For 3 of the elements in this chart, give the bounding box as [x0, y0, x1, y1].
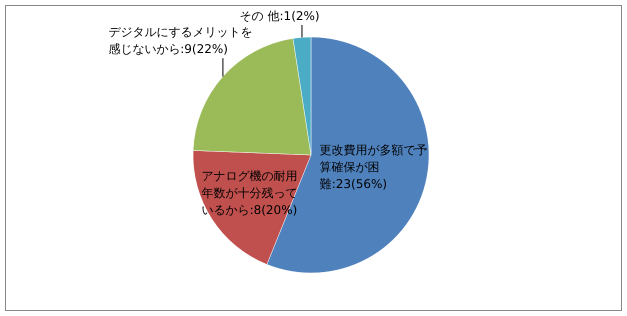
slice-label: 更改費用が多額で予算確保が困難:23(56%) — [320, 142, 429, 193]
slice-label: その 他:1(2%) — [240, 8, 321, 25]
slice-label: デジタルにするメリットを感じないから:9(22%) — [108, 24, 254, 58]
